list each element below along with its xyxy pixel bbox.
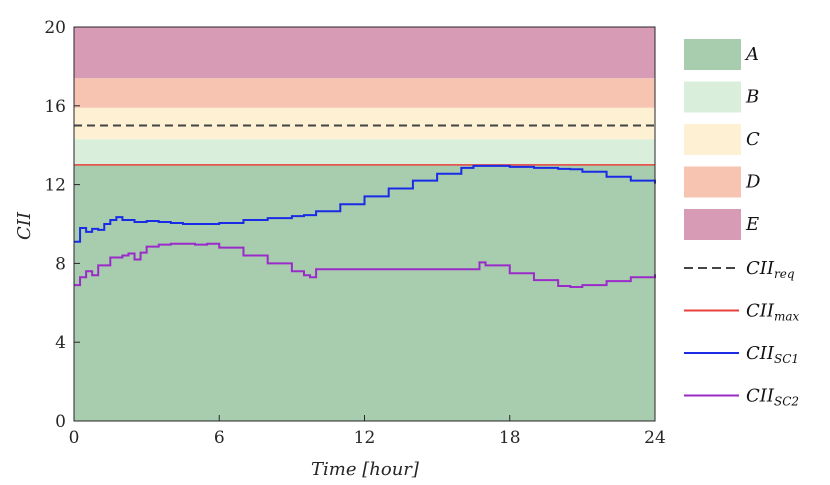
legend-label-b: B: [745, 87, 759, 108]
x-axis: 0 6 12 18 24: [69, 415, 666, 448]
legend-swatch-b: [684, 81, 741, 113]
classification-bands: [74, 27, 655, 421]
x-tick-label: 18: [499, 428, 521, 448]
y-axis: 0 4 8 12 16 20: [44, 18, 80, 432]
legend-label-max: CIImax: [746, 301, 800, 324]
legend-label-c: C: [746, 129, 760, 150]
legend-swatch-e: [684, 209, 741, 240]
y-axis-title: CII: [14, 211, 35, 240]
y-tick-label: 8: [55, 254, 66, 274]
series-lines: [74, 164, 656, 289]
series-line-sc2: [74, 242, 656, 289]
y-tick-label: 16: [44, 97, 66, 117]
series-line-sc1: [74, 164, 656, 243]
x-tick-label: 0: [69, 428, 80, 448]
y-tick-label: 20: [44, 18, 66, 38]
band-e: [74, 27, 655, 79]
legend-label-sc2: CIISC2: [746, 386, 799, 409]
x-tick-label: 12: [354, 428, 376, 448]
x-tick-label: 24: [644, 428, 666, 448]
x-axis-title: Time [hour]: [311, 459, 420, 480]
y-tick-label: 0: [55, 412, 66, 432]
legend-swatch-a: [684, 39, 741, 70]
legend-swatch-d: [684, 166, 741, 198]
band-b: [74, 139, 655, 165]
legend-label-d: D: [745, 172, 761, 193]
y-tick-label: 12: [44, 176, 66, 196]
legend-label-e: E: [745, 214, 759, 235]
legend-label-sc1: CIISC1: [746, 343, 799, 366]
band-d: [74, 78, 655, 108]
x-tick-label: 6: [214, 428, 225, 448]
reference-lines: [74, 124, 655, 166]
legend-label-a: A: [744, 44, 759, 65]
band-c: [74, 107, 655, 140]
legend-swatch-c: [684, 124, 741, 155]
legend: A BC DE CIIreq CIImax CIISC1 CIISC2: [684, 39, 800, 409]
legend-label-req: CIIreq: [746, 258, 795, 281]
y-tick-label: 4: [55, 333, 66, 353]
band-a: [74, 164, 655, 421]
